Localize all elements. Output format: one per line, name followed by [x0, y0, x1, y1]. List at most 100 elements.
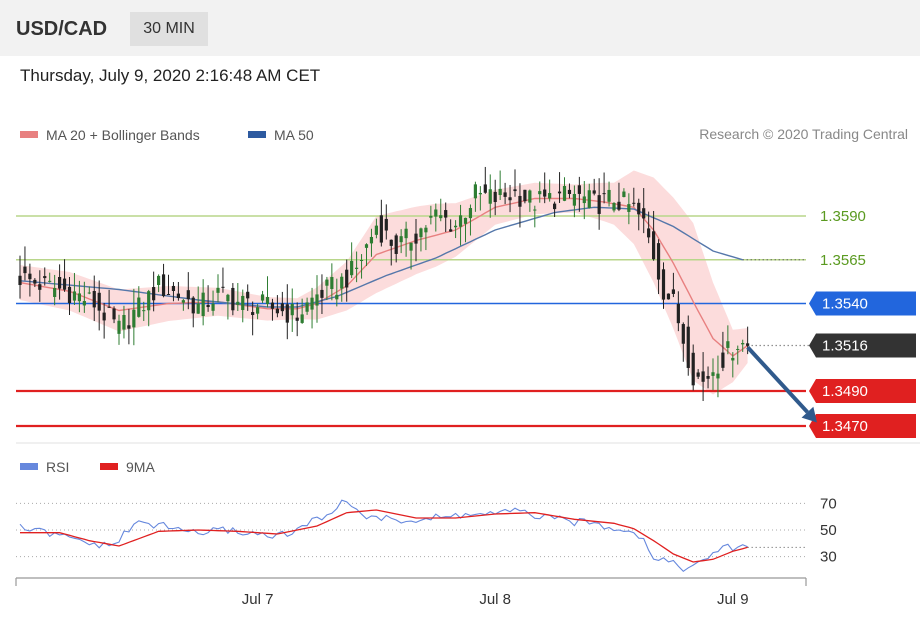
candle-body: [176, 293, 180, 298]
candle-body: [721, 352, 725, 368]
candle-body: [107, 306, 111, 308]
candle-body: [181, 300, 185, 303]
candle-body: [706, 376, 710, 379]
candle-body: [671, 289, 675, 294]
credit-label: Research © 2020 Trading Central: [699, 126, 908, 142]
candle-body: [260, 294, 265, 301]
candle-body: [62, 278, 67, 290]
forecast-arrow-head: [801, 406, 817, 423]
candle-body: [701, 371, 705, 382]
candle-body: [661, 269, 666, 300]
legend-swatch: [100, 463, 118, 470]
candle-body: [587, 190, 591, 208]
candle-body: [285, 304, 289, 323]
candle-body: [439, 215, 443, 219]
level-tag-bg: [809, 414, 916, 438]
candle-body: [726, 341, 730, 348]
candle-body: [429, 215, 433, 218]
candle-body: [359, 260, 364, 262]
rsi-tick: 70: [820, 495, 837, 512]
candle-body: [345, 269, 349, 288]
x-tick-label: Jul 7: [242, 591, 274, 608]
candle-body: [394, 235, 398, 254]
candle-body: [503, 192, 507, 197]
candle-body: [315, 294, 319, 306]
candle-body: [97, 292, 101, 311]
candle-body: [295, 317, 299, 321]
candle-body: [389, 239, 393, 246]
candle-body: [642, 208, 646, 219]
candle-body: [161, 274, 166, 297]
legend-label: 9MA: [126, 459, 155, 475]
candle-body: [246, 291, 250, 299]
candle-body: [493, 191, 497, 203]
candle-body: [355, 267, 359, 269]
candle-body: [533, 209, 537, 211]
candle-body: [562, 185, 567, 201]
candle-body: [82, 301, 86, 306]
forecast-arrow-shaft: [746, 345, 809, 414]
candle-body: [572, 193, 576, 206]
candle-body: [122, 315, 126, 330]
candle-body: [543, 189, 547, 197]
candle-body: [746, 343, 750, 346]
candle-body: [117, 320, 121, 334]
rsi-9ma-line: [20, 509, 748, 563]
candle-body: [681, 324, 685, 344]
timeframe-button[interactable]: 30 MIN: [130, 12, 208, 46]
candle-body: [444, 210, 448, 218]
candle-body: [399, 236, 403, 243]
candle-body: [325, 279, 329, 286]
candle-body: [226, 294, 230, 302]
candle-body: [478, 192, 482, 195]
candle-body: [538, 191, 542, 195]
x-axis: Jul 7 Jul 8 Jul 9: [15, 577, 807, 608]
candle-body: [567, 189, 572, 194]
forecast-arrow: [746, 345, 817, 423]
level-tag-support: 1.3470: [809, 414, 916, 438]
candle-body: [231, 287, 235, 311]
candle-body: [741, 343, 745, 345]
candle-body: [335, 294, 339, 300]
legend-swatch: [20, 131, 38, 138]
candle-body: [18, 275, 22, 286]
legends: MA 20 + Bollinger Bands MA 50 RSI 9MA: [16, 127, 920, 475]
rsi-line: [19, 499, 748, 573]
candle-body: [617, 201, 621, 210]
candle-body: [592, 190, 596, 194]
candle-body: [369, 236, 374, 244]
candle-body: [201, 292, 205, 317]
candle-body: [419, 228, 423, 238]
candle-body: [518, 195, 522, 207]
candle-body: [58, 277, 62, 289]
candle-body: [582, 196, 586, 204]
candle-body: [72, 291, 77, 301]
candle-body: [508, 197, 512, 201]
candle-body: [300, 314, 304, 323]
level-lines: [16, 215, 810, 428]
candle-body: [656, 243, 661, 280]
ma20-line: [19, 197, 749, 357]
rsi-tick: 30: [820, 549, 837, 566]
candle-body: [236, 301, 240, 305]
candle-body: [171, 285, 176, 292]
candle-body: [711, 372, 715, 376]
candle-body: [676, 303, 680, 324]
legend-label: RSI: [46, 459, 69, 475]
timestamp: Thursday, July 9, 2020 2:16:48 AM CET: [20, 66, 321, 85]
candle-body: [280, 303, 284, 312]
candle-body: [23, 266, 27, 274]
candle-body: [409, 242, 413, 251]
level-label: 1.3516: [822, 338, 868, 355]
candle-body: [384, 218, 388, 231]
candle-body: [374, 225, 378, 235]
level-tag-bg: [809, 379, 916, 403]
candle-body: [330, 277, 334, 290]
candle-body: [191, 297, 195, 314]
candle-body: [53, 288, 57, 297]
symbol-title: USD/CAD: [16, 18, 108, 40]
candle-body: [686, 326, 690, 368]
candle-body: [736, 348, 740, 350]
level-tag-current: 1.3516: [809, 333, 916, 358]
legend-label: MA 50: [274, 127, 314, 143]
